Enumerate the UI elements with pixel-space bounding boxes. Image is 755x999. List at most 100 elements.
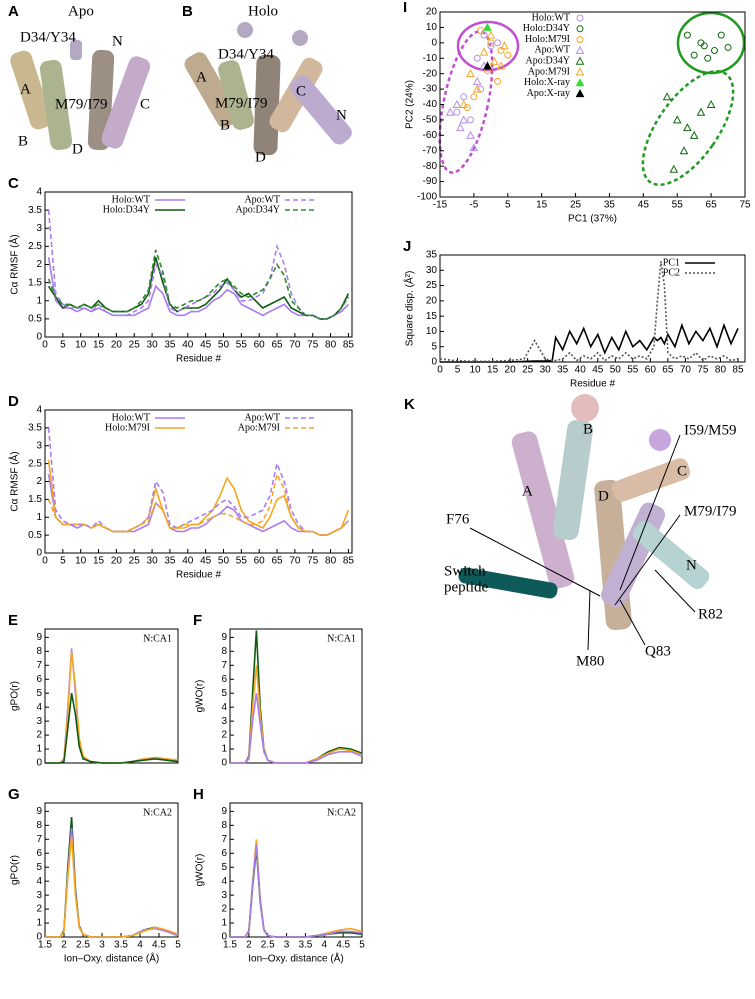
y-tick-label: 0 [36,932,42,943]
annotation: N [112,33,123,49]
y-tick-label: 0.5 [28,314,42,325]
y-axis-label: Cα RMSF (Å) [8,234,21,294]
point [662,92,672,101]
x-tick-label: 55 [627,365,639,376]
y-tick-label: 8 [221,646,227,657]
x-tick-label: 80 [715,365,727,376]
structure-k [511,394,710,631]
y-tick-label: 2 [36,904,42,915]
y-tick-label: 1 [36,918,42,929]
panel-label: E [8,612,18,629]
x-tick-label: 45 [638,200,650,211]
point [466,130,475,139]
y-tick-label: 3 [221,716,227,727]
y-tick-label: 8 [36,646,42,657]
x-tick-label: 65 [662,365,674,376]
point [452,99,462,108]
series-line [47,460,350,536]
x-tick-label: 4 [322,940,328,951]
x-axis-label: Residue # [176,570,221,581]
y-tick-label: 4 [221,876,227,887]
y-tick-label: 1.5 [28,277,42,288]
x-tick-label: -15 [433,200,448,211]
annotation: Q83 [645,643,671,659]
y-tick-label: 3 [36,890,42,901]
series-line [440,322,739,363]
y-tick-label: 0 [431,37,437,48]
y-tick-label: 0 [36,332,42,343]
y-tick-label: 10 [426,326,438,337]
y-tick-label: 20 [426,295,438,306]
point [704,54,712,62]
annotation: R82 [698,606,723,622]
y-tick-label: 7 [36,834,42,845]
x-axis-label: PC1 (37%) [568,214,617,225]
series-line [47,210,349,320]
x-tick-label: 4.5 [336,940,350,951]
y-tick-label: 8 [36,820,42,831]
x-tick-label: 65 [271,340,283,351]
point [575,89,585,98]
point [453,108,461,116]
legend-label: Holo:WT [112,412,150,423]
point [672,115,682,124]
y-tick-label: 5 [431,341,437,352]
y-tick-label: 1 [36,512,42,523]
x-tick-label: 85 [343,340,355,351]
point [500,41,509,50]
panel-label: B [182,3,193,20]
x-tick-label: 55 [236,340,248,351]
x-tick-label: 0 [42,556,48,567]
x-tick-label: 55 [672,200,684,211]
x-tick-label: 5 [359,940,365,951]
annotation: N [336,107,347,123]
y-tick-label: 4 [36,187,42,198]
x-tick-label: 40 [182,340,194,351]
x-tick-label: 30 [540,365,552,376]
annotation: N [686,557,697,573]
y-tick-label: 3 [221,890,227,901]
x-tick-label: 75 [697,365,709,376]
panel-label: C [8,175,19,192]
y-tick-label: -100 [417,192,437,203]
x-tick-label: 75 [307,556,319,567]
y-tick-label: -70 [423,145,438,156]
point [459,115,469,124]
x-tick-label: 30 [147,556,159,567]
point [575,56,585,65]
legend-label: PC2 [663,267,680,278]
legend-label: Apo:D34Y [236,204,280,215]
plot-frame [439,254,746,363]
x-tick-label: 0 [437,365,443,376]
annotation: Apo [68,3,94,19]
annotation: C [296,83,306,99]
point [706,99,716,108]
x-tick-label: 25 [129,556,141,567]
y-tick-label: 6 [36,848,42,859]
y-tick-label: 9 [36,806,42,817]
point [470,93,478,101]
x-tick-label: 15 [93,340,105,351]
y-tick-label: 1 [36,744,42,755]
y-tick-label: 7 [221,834,227,845]
x-tick-label: 20 [111,340,123,351]
legend-label: Holo:WT [532,12,570,23]
x-tick-label: 75 [307,340,319,351]
y-tick-label: 5 [36,862,42,873]
y-tick-label: 2 [36,730,42,741]
x-tick-label: 65 [271,556,283,567]
x-tick-label: 50 [610,365,622,376]
x-tick-label: 45 [592,365,604,376]
series-line [47,257,350,320]
x-tick-label: 3.5 [298,940,312,951]
cluster-outlines [438,11,746,186]
x-tick-label: 1.5 [223,940,237,951]
point [487,42,495,50]
point [459,99,469,108]
legend-label: Holo:WT [112,194,150,205]
y-tick-label: 6 [36,674,42,685]
annotation: M79/I79 [684,503,737,519]
point [496,61,506,70]
x-axis-label: Residue # [570,379,615,390]
y-tick-label: 4 [221,702,227,713]
